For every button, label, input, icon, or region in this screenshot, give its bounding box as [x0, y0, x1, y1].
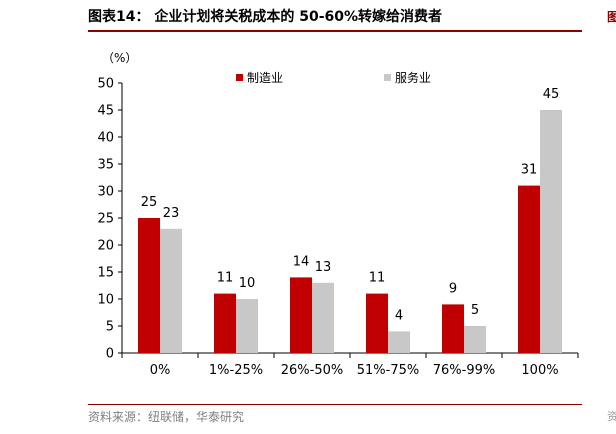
- y-tick-label: 20: [97, 239, 114, 254]
- data-label: 9: [449, 281, 457, 296]
- y-tick-label: 15: [97, 266, 114, 281]
- x-tick-label: 76%-99%: [433, 363, 495, 378]
- source-divider: [88, 404, 582, 405]
- bar-services: [464, 326, 486, 353]
- y-tick-label: 35: [97, 158, 114, 173]
- data-label: 14: [293, 254, 310, 269]
- title-divider: [88, 30, 582, 32]
- data-label: 45: [543, 87, 560, 102]
- bar-services: [540, 110, 562, 353]
- x-tick-label: 26%-50%: [281, 363, 343, 378]
- bar-manufacturing: [366, 293, 388, 353]
- bar-manufacturing: [214, 293, 236, 353]
- bar-services: [236, 299, 258, 353]
- y-axis-unit-label: （%）: [102, 51, 137, 65]
- next-figure-title-fragment: 图: [607, 10, 616, 24]
- bar-services: [312, 282, 334, 353]
- legend-label: 制造业: [247, 71, 283, 85]
- data-label: 11: [369, 271, 386, 286]
- bar-manufacturing: [442, 304, 464, 353]
- y-tick-label: 50: [97, 77, 114, 92]
- data-label: 4: [395, 308, 403, 323]
- bar-manufacturing: [290, 277, 312, 353]
- y-tick-label: 30: [97, 185, 114, 200]
- chart-title: 图表14： 企业计划将关税成本的 50-60%转嫁给消费者: [88, 9, 443, 25]
- bar-manufacturing: [518, 185, 540, 353]
- y-tick-label: 25: [97, 212, 114, 227]
- x-tick-label: 51%-75%: [357, 363, 419, 378]
- data-label: 25: [141, 195, 158, 210]
- y-tick-label: 0: [106, 347, 114, 362]
- y-tick-label: 5: [106, 320, 114, 335]
- data-label: 11: [217, 271, 234, 286]
- x-tick-label: 1%-25%: [209, 363, 263, 378]
- bar-services: [160, 228, 182, 353]
- x-tick-label: 100%: [521, 363, 558, 378]
- y-tick-label: 45: [97, 104, 114, 119]
- data-label: 23: [163, 206, 180, 221]
- data-label: 5: [471, 303, 479, 318]
- source-note: 资料来源：纽联储，华泰研究: [88, 410, 245, 424]
- y-tick-label: 10: [97, 293, 114, 308]
- y-tick-label: 40: [97, 131, 114, 146]
- x-tick-label: 0%: [150, 363, 171, 378]
- data-label: 10: [239, 276, 256, 291]
- legend-swatch: [384, 74, 391, 81]
- data-label: 31: [521, 163, 538, 178]
- legend-label: 服务业: [395, 70, 431, 85]
- bar-manufacturing: [138, 218, 160, 353]
- data-label: 13: [315, 260, 332, 275]
- legend-swatch: [236, 74, 243, 81]
- bar-services: [388, 331, 410, 353]
- next-figure-source-fragment: 资: [607, 410, 616, 423]
